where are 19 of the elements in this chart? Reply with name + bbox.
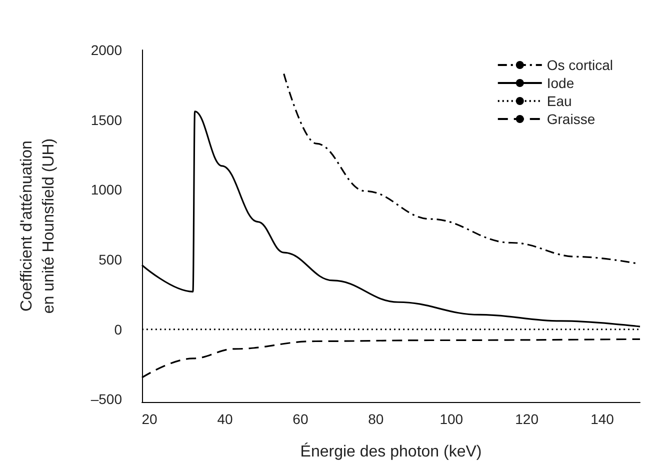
legend-label: Os cortical: [546, 57, 613, 73]
y-axis-title: Coefficient d'atténuation en unité Hounsfield (UH): [18, 138, 58, 314]
x-tick-label: 80: [368, 411, 384, 427]
y-tick-label: 500: [98, 252, 122, 268]
x-tick-label: 120: [515, 411, 539, 427]
y-tick-label: 1000: [90, 182, 122, 198]
x-tick-label: 40: [217, 411, 233, 427]
x-tick-label: 60: [292, 411, 308, 427]
x-tick-label: 140: [590, 411, 614, 427]
legend-label: Iode: [546, 75, 574, 91]
y-tick-label: 0: [114, 321, 122, 338]
x-axis-title: Énergie des photon (keV): [300, 442, 482, 460]
x-tick-label: 100: [440, 411, 464, 427]
legend-label: Eau: [546, 93, 572, 109]
y-tick-label: 1500: [90, 112, 122, 128]
x-tick-label: 20: [142, 411, 158, 427]
y-tick-label: –500: [90, 391, 122, 408]
legend-label: Graisse: [546, 111, 596, 127]
y-tick-label: 2000: [90, 42, 122, 58]
